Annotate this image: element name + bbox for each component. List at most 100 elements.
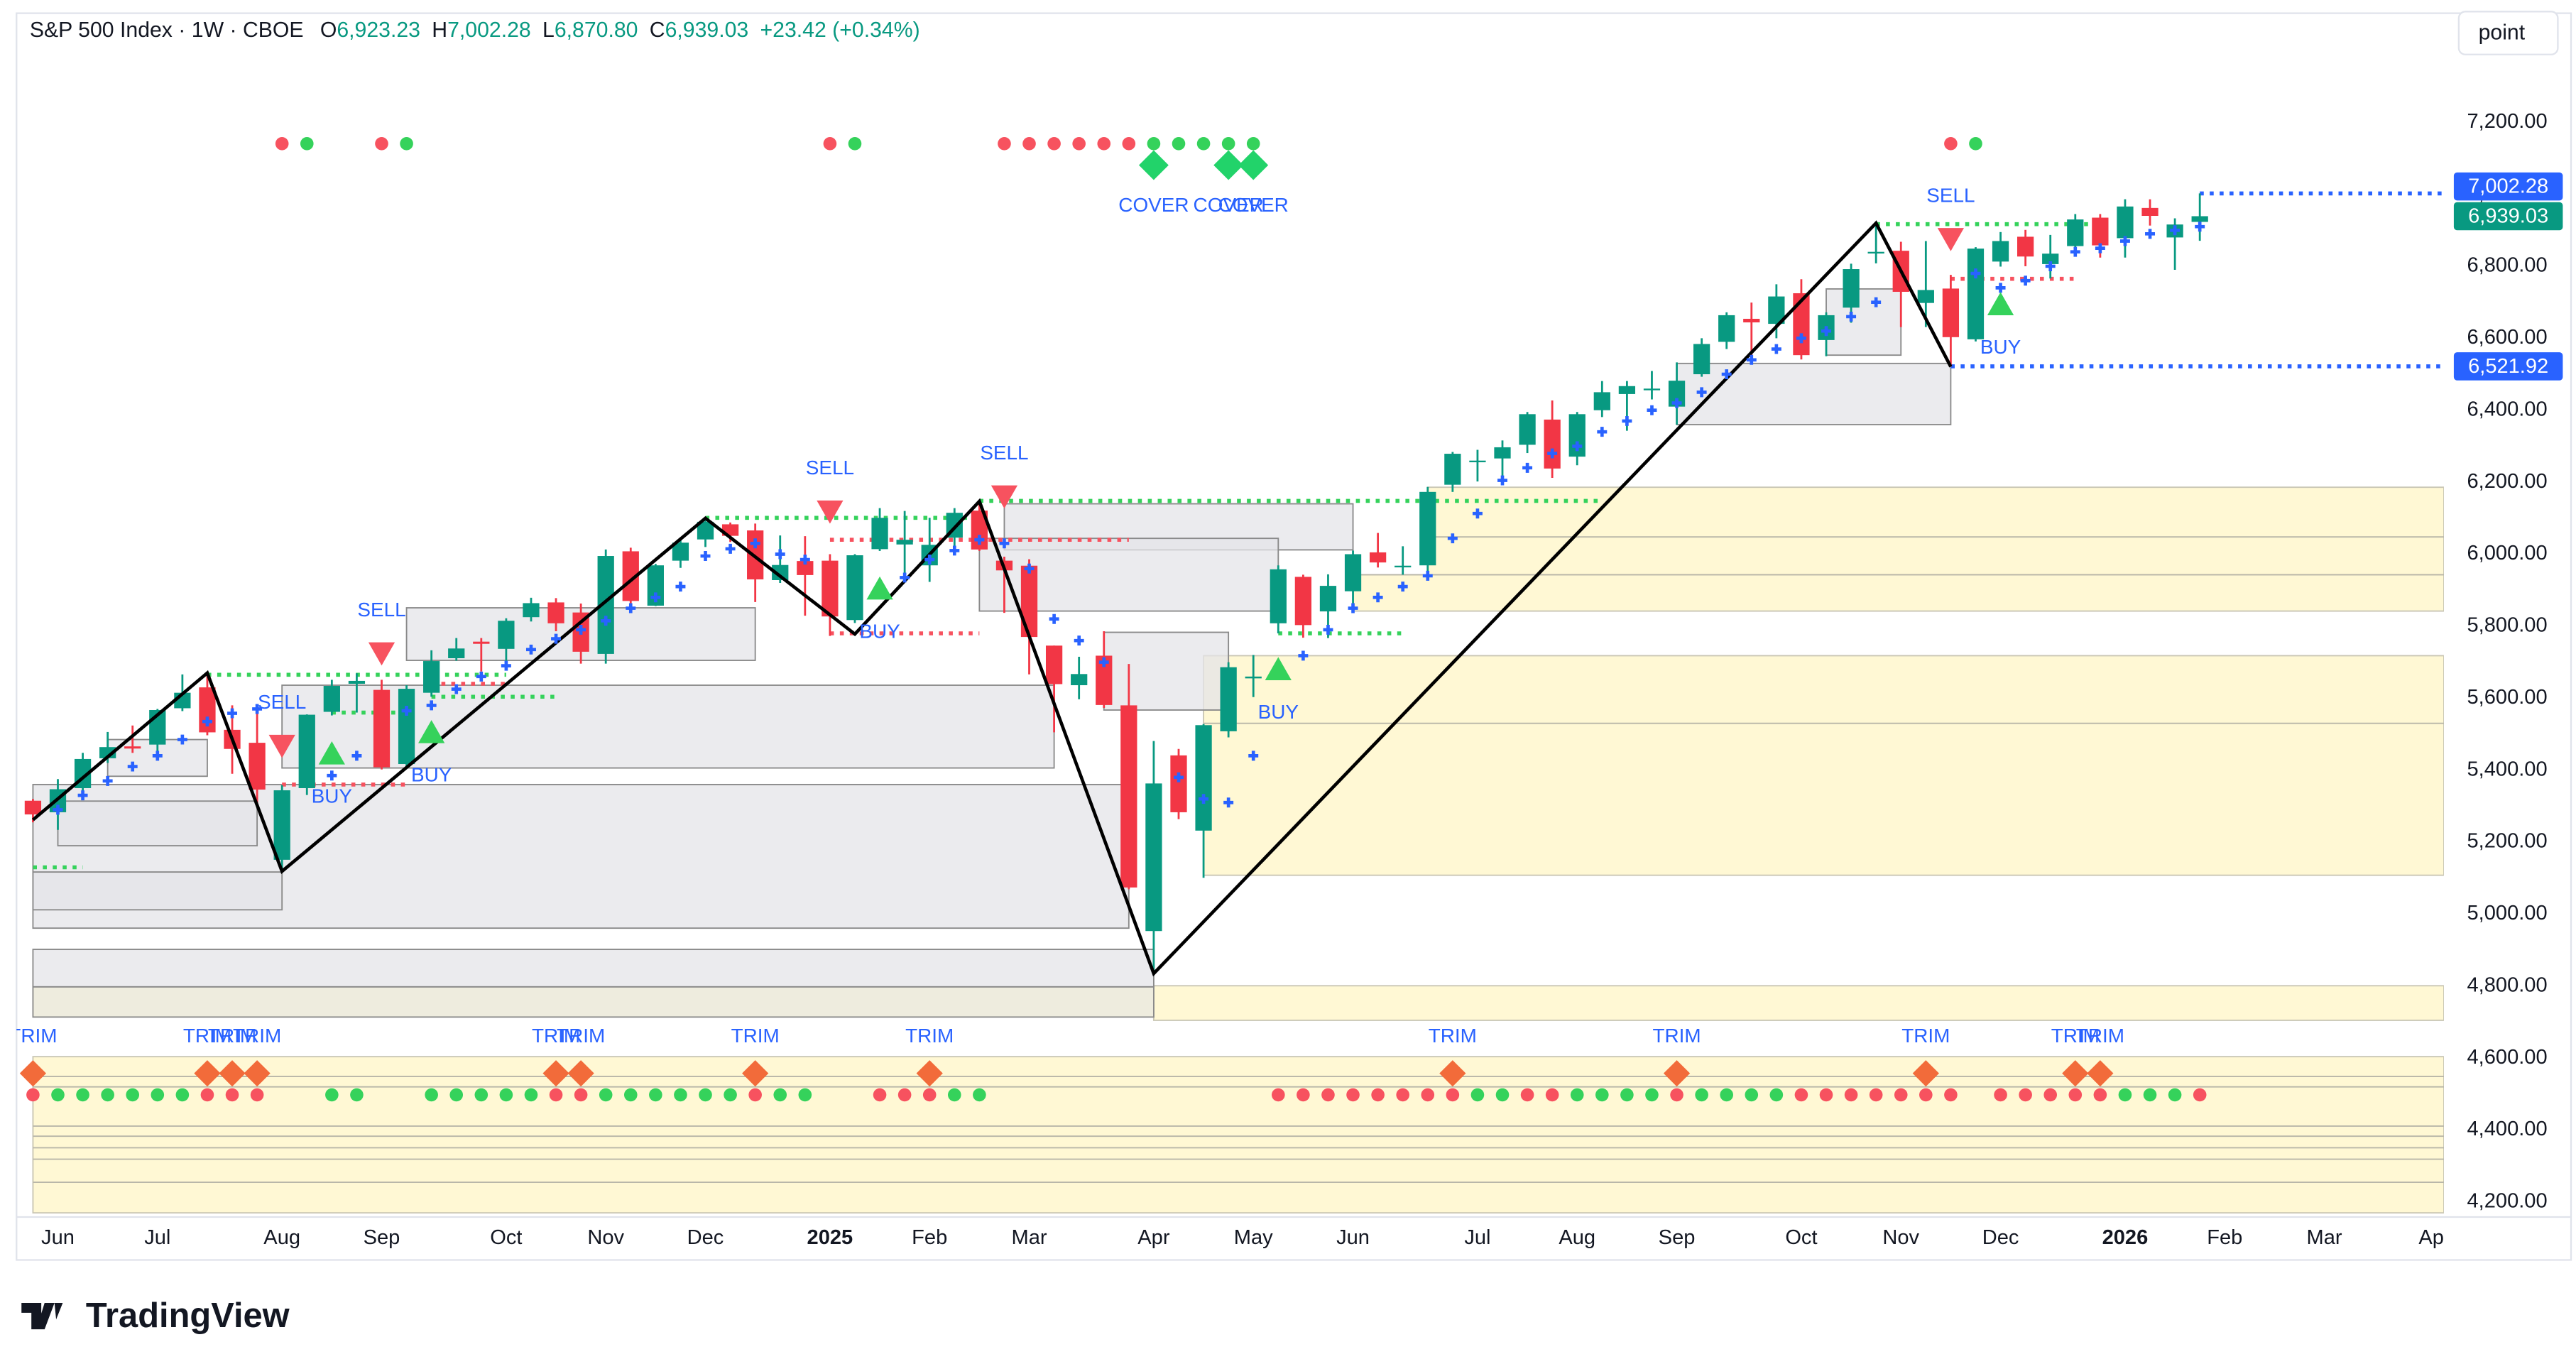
candle-body xyxy=(1419,491,1436,566)
state-dot xyxy=(1371,1088,1385,1102)
signal-dot xyxy=(1122,137,1136,151)
state-dot xyxy=(225,1088,239,1102)
candle-body xyxy=(1319,586,1337,612)
candle-body xyxy=(822,560,839,617)
candle-body xyxy=(1768,296,1785,324)
signal-dot xyxy=(275,137,289,151)
unit-button-label[interactable]: point xyxy=(2479,21,2526,45)
brand-name: TradingView xyxy=(86,1297,290,1335)
trim-label: TRIM xyxy=(1652,1025,1701,1047)
candle-body xyxy=(1668,381,1686,407)
buy-marker xyxy=(1987,292,2014,315)
candle-body xyxy=(448,648,465,658)
zone xyxy=(32,1056,2444,1214)
signal-label: BUY xyxy=(859,620,900,642)
trail-marker xyxy=(1248,751,1259,761)
trail-marker xyxy=(77,790,88,801)
trail-marker xyxy=(1298,650,1309,661)
candle-body xyxy=(1942,288,1960,337)
sell-marker xyxy=(817,500,844,524)
trail-marker xyxy=(750,538,760,549)
state-dot xyxy=(325,1088,339,1102)
trim-label: TRIM xyxy=(2076,1025,2124,1047)
trail-marker xyxy=(2195,222,2205,232)
state-dot xyxy=(2168,1088,2182,1102)
trail-marker xyxy=(650,592,661,603)
candle-body xyxy=(896,540,913,545)
trail-marker xyxy=(1447,533,1458,544)
range-box xyxy=(1103,631,1230,711)
trim-label: TRIM xyxy=(2051,1025,2100,1047)
signal-dot xyxy=(375,137,388,151)
x-tick-label: Ap xyxy=(2418,1226,2444,1249)
trim-label: TRIM xyxy=(1901,1025,1950,1047)
ohlc-value: 6,939.03 xyxy=(665,18,749,42)
trail-marker xyxy=(949,545,960,556)
y-tick-label: 5,800.00 xyxy=(2467,614,2548,637)
candle-body xyxy=(1643,388,1661,391)
state-dot xyxy=(973,1088,986,1102)
state-dot xyxy=(599,1088,613,1102)
trail-marker xyxy=(1397,582,1408,592)
signal-label: BUY xyxy=(1258,701,1299,723)
trail-marker xyxy=(1098,657,1109,667)
price-tag xyxy=(2453,172,2563,201)
signal-dot xyxy=(1944,137,1958,151)
trim-label: TRIM xyxy=(905,1025,954,1047)
signal-dot xyxy=(300,137,314,151)
trail-marker xyxy=(252,704,263,714)
x-tick-label: 2025 xyxy=(807,1226,853,1249)
x-tick-label: Aug xyxy=(263,1226,300,1249)
candle-body xyxy=(2117,206,2134,239)
unit-button[interactable] xyxy=(2457,11,2559,55)
candle-body xyxy=(1045,645,1063,684)
candle-body xyxy=(398,689,415,765)
candle-body xyxy=(871,518,888,550)
candle-body xyxy=(1718,315,1735,342)
trail-marker xyxy=(1696,387,1707,398)
sell-marker xyxy=(1937,228,1965,251)
range-box xyxy=(1676,362,1952,425)
change: +23.42 (+0.34%) xyxy=(760,18,920,42)
trim-marker xyxy=(542,1060,569,1087)
signal-dot xyxy=(1196,137,1211,151)
trail-marker xyxy=(1622,415,1632,426)
trail-marker xyxy=(1372,592,1383,603)
trail-marker xyxy=(426,700,437,711)
x-tick-label: Nov xyxy=(1882,1226,1919,1249)
candle-body xyxy=(1344,554,1362,591)
trail-marker xyxy=(1049,613,1059,624)
candle-body xyxy=(1917,290,1934,303)
candle-body xyxy=(1270,569,1287,623)
trim-label: TRIM xyxy=(532,1025,580,1047)
zone xyxy=(1352,574,2444,612)
state-dot xyxy=(2118,1088,2132,1102)
trail-marker xyxy=(675,582,686,592)
y-tick-label: 6,400.00 xyxy=(2467,398,2548,420)
trail-marker xyxy=(1348,603,1358,613)
x-tick-label: Jun xyxy=(41,1226,75,1249)
candle-body xyxy=(1195,725,1212,831)
x-tick-label: Mar xyxy=(1011,1226,1047,1249)
trail-marker xyxy=(1472,508,1483,519)
trim-marker xyxy=(1663,1060,1691,1087)
trail-marker xyxy=(1547,448,1558,459)
trail-marker xyxy=(775,549,785,560)
trim-label: TRIM xyxy=(9,1025,57,1047)
state-dot xyxy=(1346,1088,1360,1102)
candle-body xyxy=(523,603,540,618)
candle-body xyxy=(24,800,42,814)
signal-label: BUY xyxy=(312,785,352,807)
candle-body xyxy=(1469,460,1486,463)
signal-dot xyxy=(1147,137,1161,151)
brand-logo: TradingView xyxy=(21,1297,290,1335)
trail-marker xyxy=(1821,326,1831,337)
state-dot xyxy=(773,1088,787,1102)
state-dot xyxy=(1819,1088,1833,1102)
state-dot xyxy=(1470,1088,1485,1102)
state-dot xyxy=(2143,1088,2157,1102)
x-tick-label: Dec xyxy=(1982,1226,2019,1249)
zigzag-line xyxy=(31,220,1953,977)
y-tick-label: 4,800.00 xyxy=(2467,973,2548,996)
signal-label: SELL xyxy=(357,599,405,621)
